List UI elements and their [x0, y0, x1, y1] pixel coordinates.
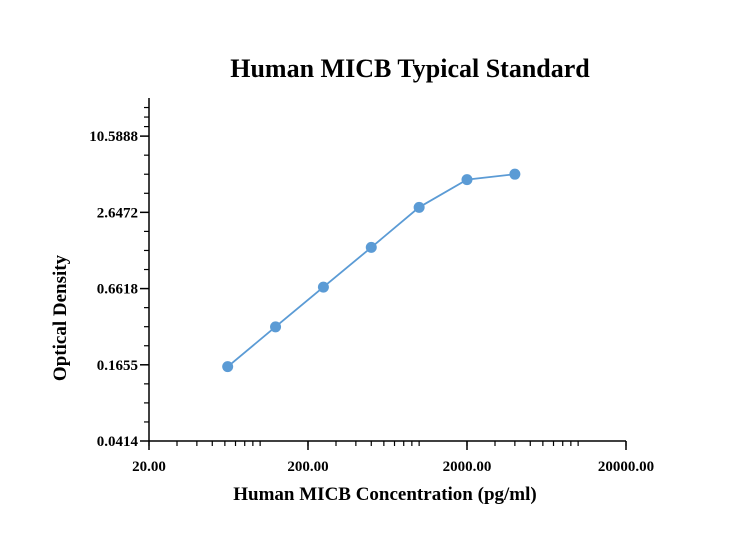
- x-axis-ticks: 20.00 200.00 2000.00 20000.00: [132, 441, 654, 475]
- x-axis-label: Human MICB Concentration (pg/ml): [233, 484, 536, 505]
- plot-area: [222, 168, 521, 373]
- y-tick-label: 10.5888: [89, 129, 138, 145]
- chart-title: Human MICB Typical Standard: [230, 54, 590, 83]
- x-tick-label: 20.00: [132, 459, 166, 475]
- y-axis-ticks: 0.0414 0.1655 0.6618 2.6472 10.5888: [89, 106, 149, 450]
- x-tick-label: 200.00: [287, 459, 328, 475]
- y-tick-label: 2.6472: [97, 205, 138, 221]
- x-tick-label: 2000.00: [443, 459, 492, 475]
- y-axis-label: Optical Density: [50, 254, 71, 381]
- data-point: [461, 174, 473, 186]
- data-point: [413, 201, 425, 213]
- y-tick-label: 0.0414: [97, 434, 139, 450]
- series-line: [227, 173, 516, 368]
- data-point: [317, 281, 329, 293]
- data-point: [222, 361, 234, 373]
- y-tick-label: 0.6618: [97, 282, 138, 298]
- y-tick-label: 0.1655: [97, 358, 138, 374]
- data-point: [270, 321, 282, 333]
- x-tick-label: 20000.00: [598, 459, 654, 475]
- data-point: [509, 168, 521, 180]
- data-point: [365, 241, 377, 253]
